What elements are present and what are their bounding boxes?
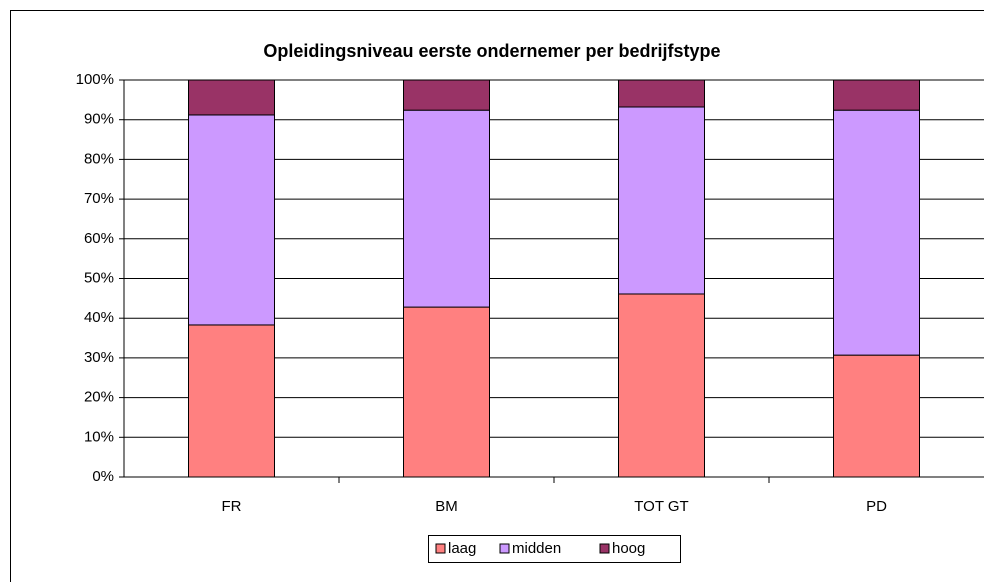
y-tick-label: 60% <box>84 230 114 247</box>
y-tick-label: 10% <box>84 428 114 445</box>
bar-segment <box>403 109 490 308</box>
y-tick-label: 0% <box>92 468 114 485</box>
y-tick-label: 50% <box>84 269 114 286</box>
x-tick-label: BM <box>435 498 458 515</box>
y-tick-label: 90% <box>84 111 114 128</box>
y-tick-label: 20% <box>84 389 114 406</box>
legend-label: midden <box>512 540 561 557</box>
chart-border <box>10 10 984 582</box>
legend-box <box>428 535 681 563</box>
legend-swatch <box>435 543 446 554</box>
y-tick-label: 80% <box>84 150 114 167</box>
legend-label: hoog <box>612 540 645 557</box>
y-tick-label: 100% <box>76 71 114 88</box>
chart-title: Opleidingsniveau eerste ondernemer per b… <box>263 41 720 61</box>
legend-swatch <box>499 543 510 554</box>
bar-segment <box>618 106 705 295</box>
y-tick-label: 40% <box>84 309 114 326</box>
bar-segment <box>833 354 920 478</box>
bar-segment <box>188 114 275 326</box>
legend-label: laag <box>448 540 476 557</box>
bar-segment <box>403 79 490 111</box>
bar-segment <box>618 79 705 108</box>
x-tick-label: PD <box>866 498 887 515</box>
y-tick-label: 70% <box>84 190 114 207</box>
bar-segment <box>833 79 920 111</box>
bar-segment <box>403 306 490 478</box>
bar-segment <box>618 293 705 478</box>
bar-segment <box>833 109 920 356</box>
bar-segment <box>188 324 275 478</box>
x-tick-label: FR <box>222 498 242 515</box>
y-tick-label: 30% <box>84 349 114 366</box>
x-tick-label: TOT GT <box>634 498 688 515</box>
legend-swatch <box>599 543 610 554</box>
bar-segment <box>188 79 275 116</box>
